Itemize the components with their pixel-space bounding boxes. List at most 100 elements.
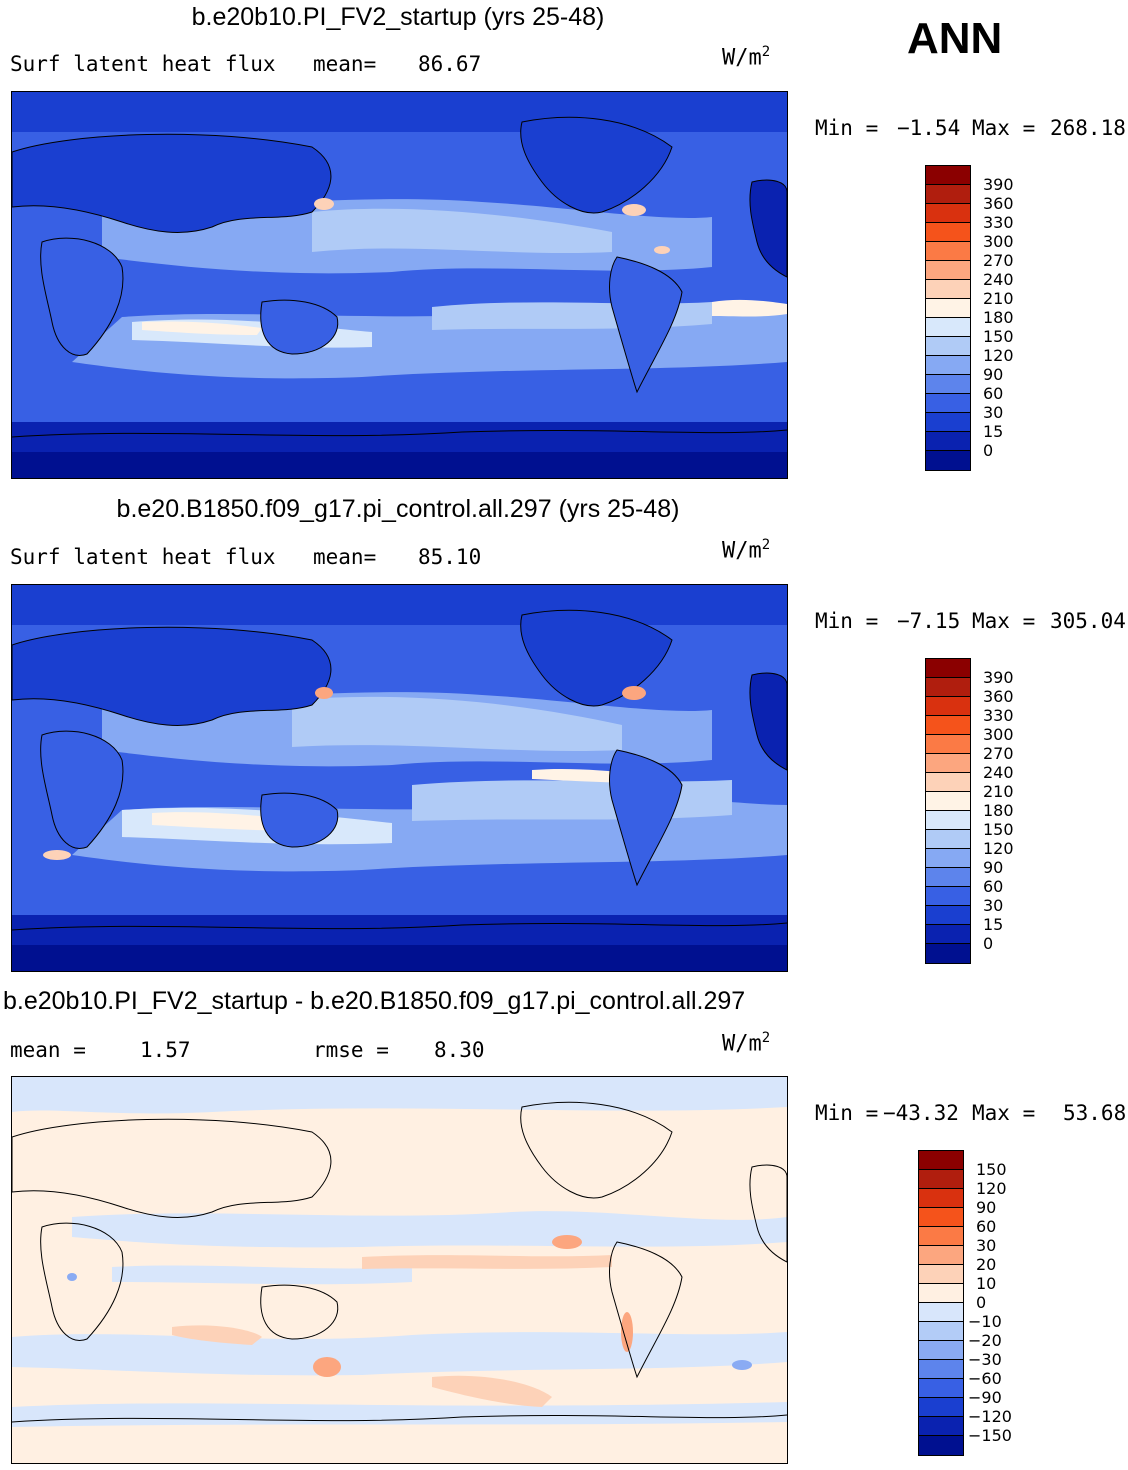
- colorbar-label: 120: [976, 1179, 1007, 1198]
- colorbar-box: [919, 1189, 963, 1208]
- colorbar-box: [919, 1322, 963, 1341]
- colorbar-label: −10: [968, 1312, 1002, 1331]
- panel-1-min-label: Min =: [815, 116, 879, 140]
- panel-1-colorbar: [925, 165, 971, 471]
- colorbar-box: [926, 868, 970, 887]
- colorbar-box: [926, 204, 970, 223]
- colorbar-label: 360: [983, 194, 1014, 213]
- colorbar-label: 360: [983, 687, 1014, 706]
- colorbar-label: 240: [983, 270, 1014, 289]
- colorbar-box: [926, 280, 970, 299]
- colorbar-label: 0: [983, 934, 994, 953]
- panel-3-rmse-value: 8.30: [434, 1038, 485, 1062]
- colorbar-label: 15: [983, 422, 1004, 441]
- panel-3-max-value: 53.68: [1063, 1101, 1127, 1125]
- colorbar-label: 180: [983, 801, 1014, 820]
- colorbar-label: 30: [976, 1236, 997, 1255]
- colorbar-box: [926, 356, 970, 375]
- colorbar-box: [919, 1246, 963, 1265]
- panel-1-mean-value: 86.67: [418, 52, 482, 76]
- colorbar-box: [926, 925, 970, 944]
- colorbar-label: 150: [983, 820, 1014, 839]
- colorbar-box: [926, 451, 970, 470]
- panel-2-variable-label: Surf latent heat flux: [10, 545, 276, 569]
- panel-3-map: [11, 1076, 788, 1464]
- colorbar-box: [926, 166, 970, 185]
- colorbar-box: [926, 337, 970, 356]
- colorbar-box: [919, 1436, 963, 1455]
- panel-1-max-value: 268.18: [1050, 116, 1126, 140]
- colorbar-label: −90: [968, 1388, 1002, 1407]
- colorbar-label: 270: [983, 251, 1014, 270]
- colorbar-label: 30: [983, 403, 1004, 422]
- colorbar-box: [919, 1227, 963, 1246]
- colorbar-label: 120: [983, 346, 1014, 365]
- panel-2-min-value: −7.15: [897, 609, 961, 633]
- colorbar-box: [926, 830, 970, 849]
- colorbar-label: −20: [968, 1331, 1002, 1350]
- panel-1-variable-label: Surf latent heat flux: [10, 52, 276, 76]
- colorbar-label: −120: [968, 1407, 1012, 1426]
- panel-2-mean-label: mean=: [313, 545, 377, 569]
- panel-2-min-label: Min =: [815, 609, 879, 633]
- panel-1-mean-label: mean=: [313, 52, 377, 76]
- colorbar-box: [926, 887, 970, 906]
- season-label: ANN: [907, 14, 1003, 63]
- colorbar-box: [919, 1151, 963, 1170]
- colorbar-label: 150: [976, 1160, 1007, 1179]
- colorbar-label: 390: [983, 668, 1014, 687]
- colorbar-label: 210: [983, 289, 1014, 308]
- colorbar-label: 90: [976, 1198, 997, 1217]
- panel-3-min-label: Min =: [815, 1101, 879, 1125]
- colorbar-label: 240: [983, 763, 1014, 782]
- colorbar-box: [919, 1170, 963, 1189]
- colorbar-box: [919, 1360, 963, 1379]
- panel-3-min-value: −43.32: [883, 1101, 959, 1125]
- colorbar-box: [926, 697, 970, 716]
- colorbar-box: [926, 299, 970, 318]
- colorbar-label: 330: [983, 706, 1014, 725]
- colorbar-label: 150: [983, 327, 1014, 346]
- colorbar-label: −150: [968, 1426, 1012, 1445]
- colorbar-label: 60: [976, 1217, 997, 1236]
- colorbar-label: 330: [983, 213, 1014, 232]
- panel-1-map-svg: [12, 92, 787, 478]
- panel-2-mean-value: 85.10: [418, 545, 482, 569]
- colorbar-box: [926, 394, 970, 413]
- colorbar-box: [926, 375, 970, 394]
- colorbar-label: 390: [983, 175, 1014, 194]
- colorbar-label: 120: [983, 839, 1014, 858]
- colorbar-label: 180: [983, 308, 1014, 327]
- panel-3-mean-label: mean =: [10, 1038, 86, 1062]
- panel-2-colorbar: [925, 658, 971, 964]
- colorbar-label: 90: [983, 365, 1004, 384]
- colorbar-box: [926, 735, 970, 754]
- panel-3-colorbar: [918, 1150, 964, 1456]
- panel-2-max-label: Max =: [972, 609, 1036, 633]
- colorbar-label: 270: [983, 744, 1014, 763]
- colorbar-box: [926, 659, 970, 678]
- colorbar-box: [919, 1265, 963, 1284]
- panel-2-map: [11, 584, 788, 972]
- colorbar-box: [926, 792, 970, 811]
- colorbar-box: [926, 906, 970, 925]
- panel-3-units: W/m2: [722, 1030, 771, 1057]
- colorbar-box: [926, 432, 970, 451]
- colorbar-box: [926, 849, 970, 868]
- colorbar-label: 300: [983, 725, 1014, 744]
- colorbar-box: [926, 318, 970, 337]
- colorbar-label: 90: [983, 858, 1004, 877]
- colorbar-label: 60: [983, 384, 1004, 403]
- colorbar-box: [926, 811, 970, 830]
- panel-3-map-svg: [12, 1077, 787, 1463]
- colorbar-label: 30: [983, 896, 1004, 915]
- colorbar-box: [926, 413, 970, 432]
- colorbar-box: [919, 1208, 963, 1227]
- colorbar-box: [919, 1341, 963, 1360]
- colorbar-label: 210: [983, 782, 1014, 801]
- colorbar-box: [919, 1303, 963, 1322]
- panel-3-rmse-label: rmse =: [313, 1038, 389, 1062]
- colorbar-box: [926, 754, 970, 773]
- colorbar-box: [919, 1417, 963, 1436]
- panel-1-map: [11, 91, 788, 479]
